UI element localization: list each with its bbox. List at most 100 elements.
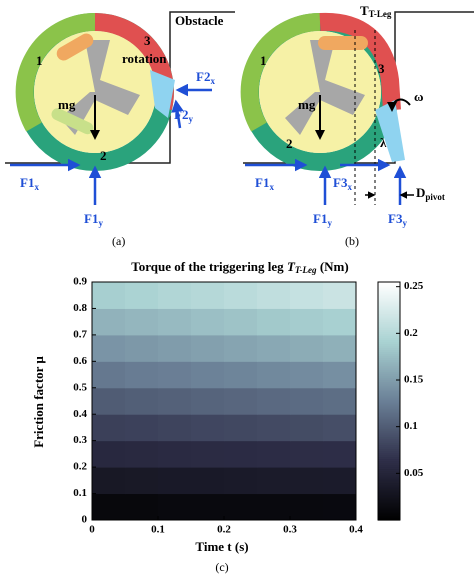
colorbar-step (378, 410, 400, 414)
colorbar-step (378, 389, 400, 392)
colorbar-tick-label: 0.25 (404, 280, 424, 292)
colorbar-step (378, 373, 400, 376)
colorbar-step (378, 303, 400, 307)
y-axis-label: Friction factor μ (31, 356, 46, 448)
colorbar-step (378, 414, 400, 418)
colorbar-step (378, 470, 400, 473)
colorbar-tick-label: 0.05 (404, 467, 424, 479)
colorbar-step (378, 379, 400, 382)
heatmap-cell (92, 414, 126, 442)
colorbar-step (378, 424, 400, 428)
colorbar-step (378, 339, 400, 343)
colorbar-step (378, 351, 400, 354)
colorbar-step (378, 345, 400, 349)
colorbar-step (378, 397, 400, 400)
label: Dpivot (416, 185, 445, 202)
heatmap-cell (323, 361, 357, 389)
colorbar-step (378, 496, 400, 499)
heatmap-cell (92, 282, 126, 309)
heatmap-cell (92, 361, 126, 389)
x-tick-label: 0.4 (349, 524, 363, 536)
colorbar-step (378, 375, 400, 378)
heatmap-cell (158, 308, 192, 336)
heatmap-cell (257, 414, 291, 442)
label: 1 (260, 53, 267, 68)
colorbar-step (378, 307, 400, 311)
colorbar-step (378, 438, 400, 442)
y-tick-label: 0.7 (73, 328, 87, 340)
colorbar-step (378, 408, 400, 412)
colorbar-step (378, 448, 400, 452)
colorbar-step (378, 404, 400, 408)
force-label: F3x (333, 175, 352, 192)
y-tick-label: 0.8 (73, 302, 87, 314)
label: ω (414, 89, 424, 104)
heatmap-cell (125, 308, 159, 336)
spokes (285, 40, 365, 135)
force-arrow (171, 99, 184, 129)
heatmap-cell (290, 334, 324, 362)
colorbar-step (378, 474, 400, 477)
colorbar-step (378, 365, 400, 368)
colorbar-step (378, 430, 400, 434)
colorbar-step (378, 476, 400, 479)
colorbar-step (378, 456, 400, 460)
colorbar-step (378, 367, 400, 370)
colorbar-step (378, 369, 400, 372)
panel-a: Obstacle 1 2 3 rotation mg F2x F2y F1x F… (5, 11, 235, 248)
colorbar-step (378, 518, 400, 521)
colorbar-step (378, 393, 400, 396)
heatmap-cell (92, 334, 126, 362)
colorbar-step (378, 468, 400, 472)
ring-green (240, 12, 321, 132)
colorbar-step (378, 498, 400, 501)
x-tick-label: 0.1 (151, 524, 165, 536)
colorbar-step (378, 506, 400, 509)
colorbar-step (378, 297, 400, 301)
colorbar-step (378, 333, 400, 337)
force-label: F2y (174, 107, 193, 124)
colorbar-step (378, 357, 400, 360)
heatmap-cell (224, 440, 258, 468)
heatmap-cell (290, 467, 324, 495)
heatmap-chart: Torque of the triggering leg TT-Leg (Nm)… (31, 259, 424, 574)
heatmap-cell (92, 387, 126, 415)
colorbar-step (378, 385, 400, 388)
rotation-arrow (387, 98, 411, 112)
colorbar-step (378, 490, 400, 493)
y-tick-label: 0 (82, 514, 88, 526)
colorbar-tick-label: 0.15 (404, 374, 424, 386)
label: 2 (286, 136, 293, 151)
force-label: F1y (313, 211, 332, 228)
colorbar-step (378, 329, 400, 333)
heatmap-cell (191, 282, 225, 309)
heatmap-cell (158, 467, 192, 495)
label: 1 (36, 53, 43, 68)
colorbar-step (378, 282, 400, 285)
colorbar-step (378, 510, 400, 513)
colorbar-step (378, 446, 400, 450)
heatmap-cell (290, 414, 324, 442)
colorbar-step (378, 516, 400, 519)
heatmap-cell (92, 467, 126, 495)
colorbar-step (378, 343, 400, 347)
heatmap-cell (290, 440, 324, 468)
colorbar-tick-label: 0.2 (404, 327, 418, 339)
colorbar-step (378, 399, 400, 402)
colorbar-step (378, 454, 400, 458)
heatmap-cell (158, 361, 192, 389)
colorbar-step (378, 478, 400, 481)
heatmap-cell (323, 387, 357, 415)
heatmap-cell (224, 414, 258, 442)
colorbar-step (378, 287, 400, 291)
heatmap-cell (125, 493, 159, 521)
colorbar-step (378, 309, 400, 313)
heatmap-cell (125, 334, 159, 362)
caption: (b) (345, 234, 359, 248)
heatmap-cell (290, 387, 324, 415)
colorbar-step (378, 428, 400, 432)
heatmap-cell (257, 467, 291, 495)
heatmap-cell (92, 308, 126, 336)
y-tick-label: 0.9 (73, 276, 87, 288)
